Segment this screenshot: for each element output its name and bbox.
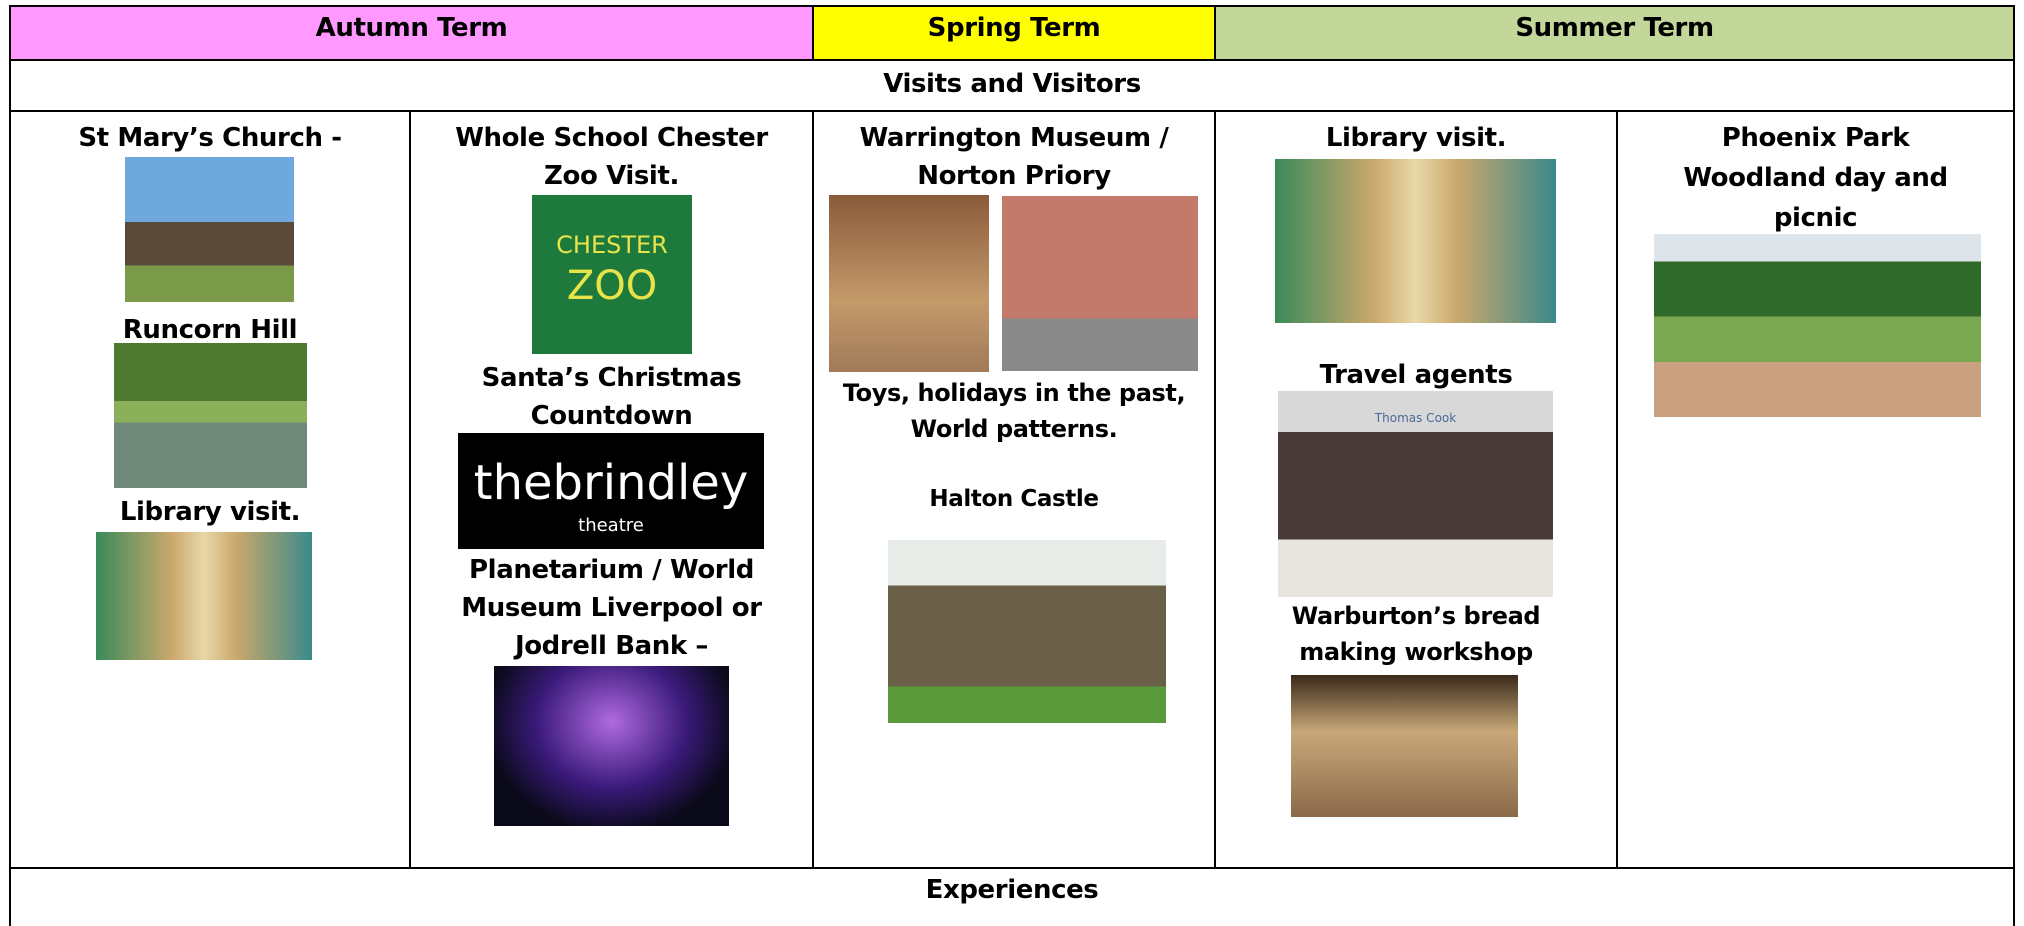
table-border	[1214, 110, 1216, 869]
term-heading: Autumn Term	[315, 13, 508, 43]
section-heading: Visits and Visitors	[883, 69, 1141, 99]
table-border	[9, 59, 2015, 61]
section-heading: Experiences	[925, 875, 1099, 905]
logo-text: Thomas Cook	[1374, 411, 1457, 425]
visit-title: Library visit.	[119, 497, 301, 527]
travel-agent-photo: Thomas Cook	[1278, 391, 1553, 597]
table-border	[812, 110, 814, 869]
visit-title: Museum Liverpool or	[461, 593, 762, 623]
logo-text: theatre	[578, 515, 644, 536]
topic-text: Toys, holidays in the past,	[842, 379, 1186, 407]
visit-title: making workshop	[1299, 638, 1533, 666]
visit-title: Countdown	[530, 401, 693, 431]
visit-title: Halton Castle	[929, 486, 1099, 512]
castle-photo	[888, 540, 1166, 723]
table-border	[409, 110, 411, 869]
visit-title: Woodland day and	[1683, 163, 1948, 193]
visit-title: Runcorn Hill	[122, 315, 298, 345]
hill-photo	[114, 343, 307, 488]
visit-title: Planetarium / World	[469, 555, 754, 585]
term-heading: Summer Term	[1515, 13, 1714, 43]
spring-header-cell	[813, 6, 1215, 59]
logo-text: CHESTER	[556, 231, 668, 259]
visit-title: Travel agents	[1319, 360, 1513, 390]
visit-title: Santa’s Christmas	[481, 363, 742, 393]
visit-title: Library visit.	[1325, 123, 1507, 153]
priory-photo	[829, 195, 989, 372]
table-border	[1214, 5, 1216, 60]
table-border	[9, 5, 2015, 7]
summer-header-cell	[1215, 6, 2014, 59]
visit-title: St Mary’s Church -	[78, 123, 342, 153]
church-photo	[125, 157, 294, 302]
visit-title: Warburton’s bread	[1291, 602, 1541, 630]
bread-photo	[1291, 675, 1518, 817]
table-border	[1616, 110, 1618, 869]
logo-text: thebrindley	[473, 455, 749, 511]
table-border	[812, 5, 814, 60]
autumn-header-cell	[10, 6, 813, 59]
term-heading: Spring Term	[927, 13, 1101, 43]
chester-zoo-logo: CHESTER ZOO	[532, 195, 692, 354]
logo-text: ZOO	[566, 263, 658, 309]
visit-title: Phoenix Park	[1721, 123, 1910, 153]
planetarium-photo	[494, 666, 729, 826]
park-photo	[1654, 234, 1981, 417]
visit-title: Norton Priory	[917, 161, 1111, 191]
visit-title: Zoo Visit.	[544, 161, 679, 191]
visit-title: Whole School Chester	[455, 123, 768, 153]
table-border	[9, 110, 2015, 112]
visit-title: Warrington Museum /	[859, 123, 1169, 153]
table-border	[9, 867, 2015, 869]
topic-text: World patterns.	[910, 415, 1118, 443]
museum-photo	[1002, 196, 1198, 371]
visit-title: Jodrell Bank –	[514, 631, 709, 661]
library-photo	[96, 532, 312, 660]
brindley-logo: thebrindley theatre	[458, 433, 764, 549]
table-border	[9, 5, 11, 926]
visit-title: picnic	[1773, 203, 1858, 233]
library-photo	[1275, 159, 1556, 323]
table-border	[2013, 5, 2015, 926]
